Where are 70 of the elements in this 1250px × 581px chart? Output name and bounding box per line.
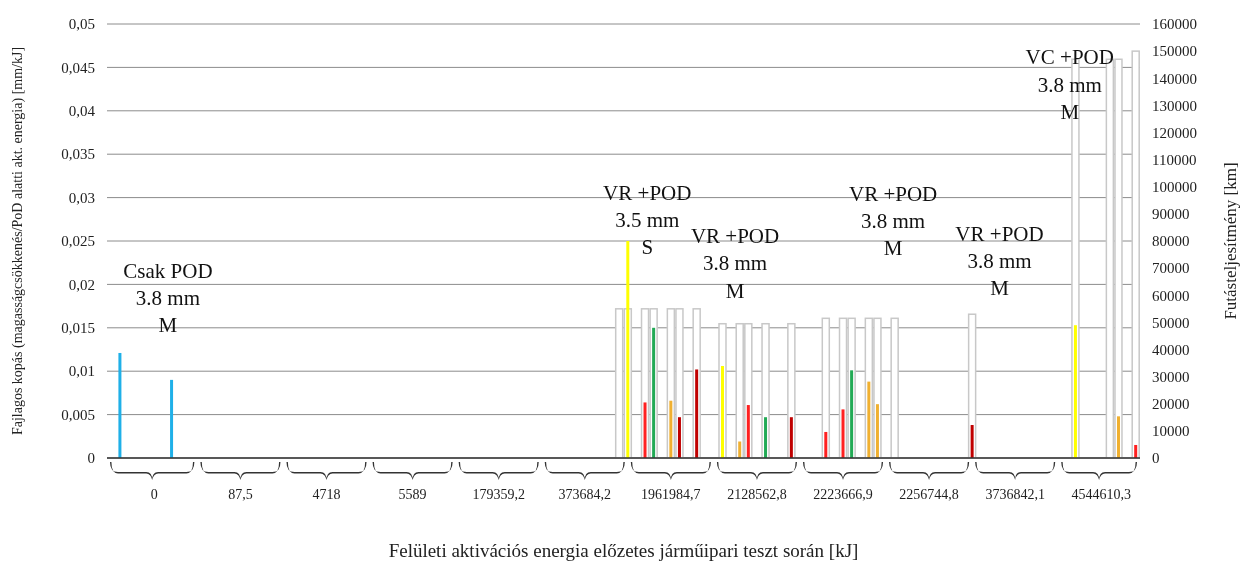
bar xyxy=(824,431,828,458)
bar xyxy=(875,404,879,458)
annotation: VR +POD 3.8 mm M xyxy=(955,221,1044,301)
x-tick-label: 2128562,8 xyxy=(727,486,787,502)
y2-tick-label: 160000 xyxy=(1152,16,1197,33)
bar xyxy=(890,317,899,459)
y-axis-title: Fajlagos kopás (magasságcsökkenés/PoD alatti akt. energia) [mm/kJ] xyxy=(10,46,26,436)
y2-tick-label: 150000 xyxy=(1152,43,1197,60)
x-tick-label: 373684,2 xyxy=(558,486,612,502)
bar xyxy=(970,425,974,458)
x-tick-label: 87,5 xyxy=(228,486,253,502)
x-tick-label: 2256744,8 xyxy=(899,486,959,502)
bar xyxy=(669,400,673,458)
y2-tick-label: 50000 xyxy=(1152,314,1190,331)
annotation: VR +POD 3.8 mm M xyxy=(848,181,938,261)
bar xyxy=(967,313,977,459)
x-axis-title: Felületi aktivációs energia előzetes járműipari teszt során [kJ] xyxy=(388,540,859,561)
x-tick-label: 3736842,1 xyxy=(985,486,1045,502)
annotation: VR +POD 3.8 mm M xyxy=(690,224,780,303)
x-tick-label: 179359,2 xyxy=(472,486,525,502)
y2-tick-label: 20000 xyxy=(1152,396,1190,412)
bar xyxy=(821,317,831,459)
annotation: VC +POD 3.8 mm M xyxy=(1025,45,1114,124)
x-tick-label: 4718 xyxy=(312,486,341,502)
x-tick-label: 0 xyxy=(150,486,158,502)
y2-axis-title: Futásteljesítmény [km] xyxy=(1221,162,1240,320)
y-tick-label: 0 xyxy=(87,450,95,467)
y2-tick-label: 130000 xyxy=(1152,97,1197,114)
y-tick-label: 0,01 xyxy=(68,363,95,380)
y-tick-label: 0,035 xyxy=(61,146,95,163)
y2-tick-label: 70000 xyxy=(1152,260,1190,277)
y2-tick-label: 60000 xyxy=(1152,287,1190,304)
bar xyxy=(746,405,750,458)
y-tick-label: 0,03 xyxy=(68,189,95,206)
bar xyxy=(118,352,122,458)
bar xyxy=(738,441,742,458)
annotation: Csak POD 3.8 mm M xyxy=(123,258,213,338)
bar xyxy=(1134,444,1138,458)
bar xyxy=(841,409,845,458)
bar xyxy=(643,402,647,458)
bar xyxy=(170,379,174,458)
y2-tick-label: 10000 xyxy=(1152,423,1190,440)
y-tick-label: 0,025 xyxy=(61,233,95,250)
y2-tick-label: 110000 xyxy=(1152,151,1197,168)
y-tick-label: 0,005 xyxy=(61,406,95,423)
bar xyxy=(850,370,854,458)
y2-tick-label: 120000 xyxy=(1152,124,1197,141)
y2-tick-label: 140000 xyxy=(1152,70,1197,87)
y2-tick-label: 90000 xyxy=(1152,206,1190,223)
y-tick-label: 0,015 xyxy=(61,320,95,337)
bar xyxy=(695,369,699,458)
y-tick-label: 0,04 xyxy=(68,103,96,120)
x-tick-label: 2223666,9 xyxy=(813,486,873,502)
bar xyxy=(867,381,871,458)
bar xyxy=(1116,416,1120,458)
y2-tick-label: 30000 xyxy=(1152,368,1190,385)
bar xyxy=(1131,50,1140,459)
x-tick-label: 1961984,7 xyxy=(641,486,701,502)
y2-tick-label: 100000 xyxy=(1152,179,1197,195)
y2-tick-label: 0 xyxy=(1152,450,1160,467)
y-tick-label: 0,045 xyxy=(61,59,95,76)
x-tick-label: 4544610,3 xyxy=(1071,486,1132,502)
bar xyxy=(1073,325,1077,458)
y-tick-label: 0,05 xyxy=(68,16,95,33)
bar xyxy=(721,365,724,458)
y2-tick-label: 40000 xyxy=(1152,341,1190,358)
y2-tick-label: 80000 xyxy=(1152,233,1190,250)
x-tick-label: 5589 xyxy=(398,486,427,502)
y-tick-label: 0,02 xyxy=(68,276,95,293)
annotation: VR +POD 3.5 mm S xyxy=(603,180,692,260)
